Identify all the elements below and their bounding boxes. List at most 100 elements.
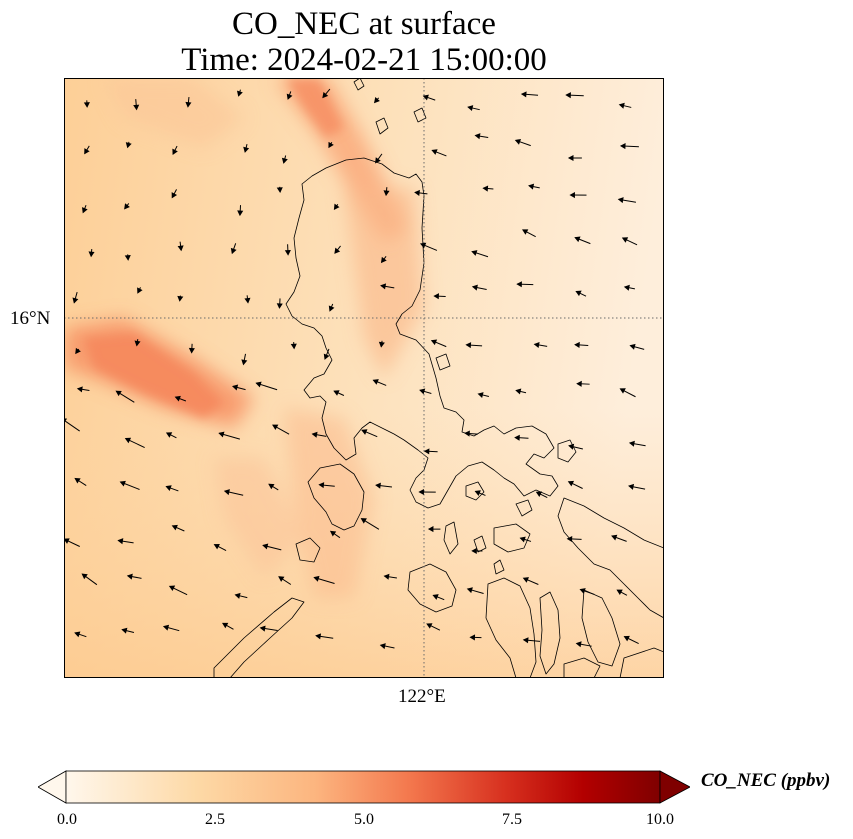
wind-vector-head — [121, 627, 128, 634]
wind-vector-head — [124, 255, 131, 261]
wind-vector-head — [278, 576, 285, 582]
wind-vector-head — [471, 284, 478, 291]
wind-vector-head — [286, 93, 293, 100]
wind-vector-head — [188, 347, 195, 354]
wind-vector-head — [119, 480, 126, 487]
wind-vector-head — [574, 341, 580, 348]
wind-vector-head — [83, 102, 90, 108]
wind-vector-head — [322, 92, 329, 99]
colorbar-tick-label: 0.0 — [57, 811, 77, 828]
wind-vector-head — [328, 141, 334, 149]
wind-vector-head — [519, 536, 526, 543]
wind-vector-head — [567, 480, 575, 487]
negros-coastline — [485, 577, 537, 678]
wind-vector-head — [418, 488, 424, 496]
lat-tick-label: 16°N — [10, 308, 51, 329]
wind-vector-head — [315, 633, 322, 640]
masbate-coastline — [493, 523, 531, 553]
wind-vector-head — [611, 534, 618, 541]
concentration-core — [84, 78, 344, 418]
wind-vector-head — [125, 142, 132, 149]
wind-vector-head — [616, 589, 623, 595]
wind-vector-head — [430, 339, 438, 346]
wind-vector-head — [272, 424, 279, 430]
wind-vector-head — [469, 634, 476, 641]
map-title: CO_NEC at surface — [232, 6, 496, 42]
wind-vector-head — [383, 190, 390, 197]
concentration-map — [64, 78, 664, 678]
lon-tick-label: 122°E — [398, 686, 446, 707]
wind-vector-head — [81, 573, 88, 580]
wind-vector-head — [323, 353, 330, 360]
wind-vector-head — [88, 251, 95, 258]
wind-vector-head — [565, 92, 571, 99]
batanes-islands — [353, 78, 427, 135]
wind-vector-head — [375, 157, 381, 164]
wind-vector-head — [575, 641, 582, 648]
wind-vector-head — [276, 187, 283, 193]
colorbar-gradient — [65, 770, 661, 804]
wind-vector-head — [383, 573, 390, 580]
palawan-coastline — [213, 597, 305, 678]
wind-vector-head — [464, 430, 470, 437]
wind-vector-head — [185, 101, 192, 108]
wind-vector-head — [328, 305, 335, 312]
wind-vector-head — [124, 203, 130, 210]
luzon-coastline — [285, 157, 559, 509]
calamian-islands — [295, 537, 321, 563]
wind-vector-head — [74, 631, 81, 638]
wind-vector-head — [379, 643, 386, 650]
colorbar-label: CO_NEC (ppbv) — [701, 770, 831, 791]
wind-vector-head — [477, 392, 484, 398]
wind-vector-head — [284, 250, 291, 256]
wind-vector-head — [380, 256, 387, 264]
wind-vector-head — [514, 138, 522, 145]
wind-vector-head — [115, 390, 122, 397]
wind-vectors — [64, 88, 646, 650]
wind-vector-head — [137, 287, 143, 294]
colorbar-tick-label: 5.0 — [354, 811, 374, 828]
wind-vector-head — [75, 347, 81, 355]
colorbar-tick-label: 10.0 — [646, 811, 674, 828]
wind-vector-head — [522, 229, 529, 235]
wind-vector-head — [360, 518, 367, 524]
bohol-coastline — [563, 657, 601, 678]
wind-vector-head — [262, 543, 269, 550]
wind-vector-head — [372, 379, 379, 385]
wind-vector-head — [474, 133, 481, 140]
mindanao-coastline — [619, 647, 664, 678]
wind-vector-head — [516, 281, 522, 288]
cebu-coastline — [539, 591, 561, 675]
wind-vector-head — [333, 203, 340, 210]
wind-vector-head — [466, 587, 473, 594]
wind-vector-head — [124, 437, 132, 444]
wind-vector-head — [81, 207, 88, 214]
wind-vector-head — [236, 90, 243, 97]
wind-vector-head — [465, 342, 472, 349]
wind-vector-head — [515, 388, 522, 395]
wind-vector-head — [243, 146, 250, 153]
wind-vector-head — [232, 384, 239, 391]
wind-vector-head — [172, 148, 178, 155]
wind-vector-head — [165, 485, 172, 491]
wind-vector-head — [72, 297, 79, 304]
wind-vector-head — [528, 183, 535, 190]
wind-vector-head — [334, 247, 341, 254]
wind-vector-head — [380, 283, 387, 290]
wind-vector-head — [574, 236, 581, 243]
map-frame — [64, 78, 664, 678]
wind-vector-head — [117, 538, 124, 545]
tablas-coastline — [443, 521, 459, 555]
wind-vector-head — [171, 524, 178, 531]
wind-vector-head — [514, 434, 520, 441]
wind-vector-head — [373, 97, 380, 104]
wind-vector-head — [520, 91, 527, 98]
wind-vector-head — [522, 577, 529, 583]
gridlines — [64, 78, 664, 678]
wind-vector-head — [569, 192, 575, 199]
wind-vector-head — [333, 390, 340, 396]
colorbar-extend-max — [659, 770, 690, 804]
wind-vector-head — [162, 624, 170, 631]
wind-vector-head — [255, 381, 262, 388]
leyte-coastline — [581, 589, 621, 667]
